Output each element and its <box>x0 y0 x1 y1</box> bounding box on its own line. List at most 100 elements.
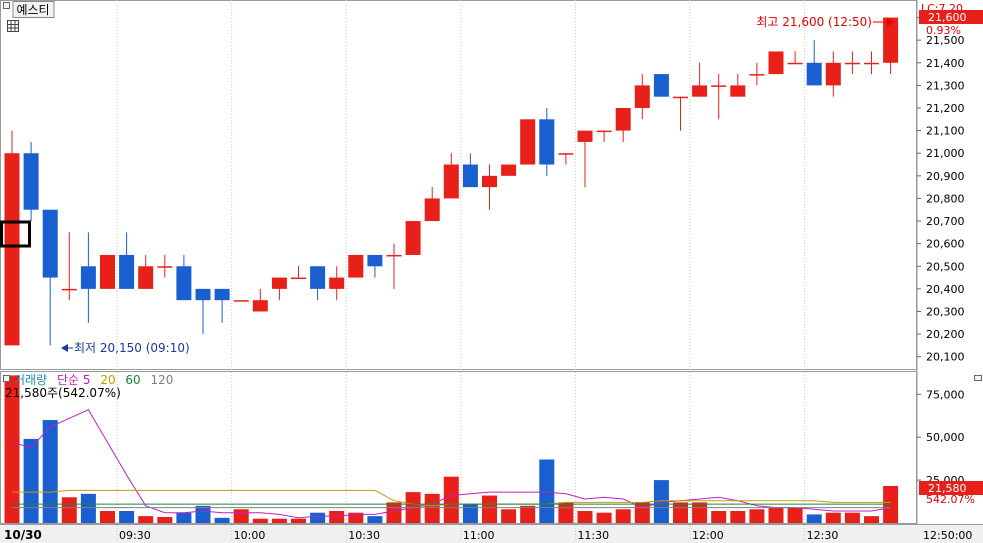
high-marker-label: 최고 21,600 (12:50) <box>756 15 872 29</box>
high-arrow-icon <box>887 18 894 26</box>
candle-body <box>864 62 879 65</box>
volume-bar <box>4 375 20 523</box>
volume-bar <box>673 502 688 523</box>
price-tick-label: 20,700 <box>926 215 965 228</box>
candle-body <box>577 130 593 142</box>
symbol-label-box[interactable] <box>12 1 55 18</box>
volume-pane-close-icon[interactable] <box>974 375 982 381</box>
symbol-name: 예스티 <box>16 3 49 17</box>
candle-body <box>329 277 345 289</box>
moving-average-lines <box>11 409 891 519</box>
volume-bar <box>462 504 478 523</box>
volume-bar <box>501 509 517 523</box>
time-tick-label: 10:00 <box>234 529 266 542</box>
candle-body <box>539 119 555 165</box>
price-tick-label: 20,500 <box>926 260 965 273</box>
candle-body <box>271 277 287 289</box>
candle-body <box>501 164 517 176</box>
candle-body <box>291 277 306 280</box>
volume-bar <box>80 493 96 523</box>
candle-body <box>23 153 39 210</box>
candle-body <box>615 108 631 131</box>
time-tick-label: 12:30 <box>807 529 839 542</box>
candle-body <box>825 62 841 86</box>
volume-bar <box>214 517 230 523</box>
candle-body <box>462 164 478 188</box>
time-tick-label: 11:30 <box>577 529 609 542</box>
pane-toggle-icon[interactable] <box>3 2 10 9</box>
candle-body <box>711 85 727 87</box>
volume-bar <box>539 459 555 523</box>
volume-bar <box>195 505 211 523</box>
volume-bar <box>424 493 440 523</box>
low-arrow-icon <box>61 344 68 352</box>
legend-ma120: 120 <box>151 373 174 387</box>
candle-body <box>367 254 383 267</box>
change-pct: 0.93% <box>926 24 961 37</box>
price-tick-label: 20,600 <box>926 238 965 251</box>
volume-bar <box>749 509 765 523</box>
settings-grid-icon[interactable] <box>7 20 19 32</box>
volume-value-box <box>919 481 983 495</box>
volume-bar <box>864 516 879 523</box>
volume-bar <box>348 512 364 523</box>
ma5-line <box>11 409 891 519</box>
volume-bar <box>23 438 39 523</box>
candle-body <box>61 288 77 291</box>
candle-body <box>424 198 440 222</box>
price-tick-label: 21,200 <box>926 102 965 115</box>
price-tick-label: 20,900 <box>926 170 965 183</box>
time-axis: 09:30 10:00 10:30 11:00 11:30 12:00 12:30 12:50… <box>119 529 972 542</box>
price-tick-label: 21,300 <box>926 79 965 92</box>
volume-box-pct: 542.07% <box>926 493 975 506</box>
volume-bar <box>482 495 497 523</box>
candle-body <box>100 254 115 289</box>
legend-ma5: 단순 5 <box>57 373 91 387</box>
time-tick-label: 12:50:00 <box>923 529 972 542</box>
time-tick-label: 10:30 <box>348 529 380 542</box>
candle-body <box>692 85 708 97</box>
volume-bar <box>615 509 631 523</box>
time-tick-label: 09:30 <box>119 529 151 542</box>
candle-body <box>348 254 364 278</box>
volume-bar <box>176 512 192 523</box>
volume-bar <box>310 512 326 523</box>
candle-body <box>119 254 135 289</box>
date-label: 10/30 <box>4 528 42 542</box>
current-price-box <box>919 10 983 24</box>
candle-body <box>806 62 822 86</box>
low-marker-label: 최저 20,150 (09:10) <box>74 341 190 355</box>
candle-body <box>157 266 173 268</box>
price-tick-label: 20,300 <box>926 305 965 318</box>
volume-pane-toggle-icon[interactable] <box>3 375 10 382</box>
price-tick-label: 21,000 <box>926 147 965 160</box>
volume-bar <box>653 480 669 523</box>
volume-bar <box>577 510 593 523</box>
candle-body <box>443 164 459 199</box>
candle-body <box>787 62 803 65</box>
candle-body <box>138 266 154 289</box>
candle-body <box>176 266 192 301</box>
volume-bar <box>520 505 536 523</box>
candle-body <box>844 62 860 65</box>
volume-bar <box>844 512 860 523</box>
selection-box[interactable] <box>0 220 31 248</box>
candle-body <box>730 85 746 97</box>
candle-body <box>749 74 765 76</box>
candle-body <box>386 254 402 257</box>
candle-body <box>883 17 899 63</box>
legend-volume: 거래량 <box>14 373 47 387</box>
volume-bar <box>825 512 841 523</box>
volume-bar <box>596 512 612 523</box>
volume-bar <box>692 502 708 523</box>
price-y-axis: 20,100 20,200 20,300 20,400 20,500 20,600 20,7… <box>917 12 965 364</box>
volume-bars <box>4 375 899 523</box>
volume-legend: 거래량 단순 5 20 60 120 <box>14 373 173 387</box>
candle-body <box>195 288 211 301</box>
volume-bar <box>61 497 77 523</box>
volume-box-value: 21,580 <box>928 482 967 495</box>
price-tick-label: 20,400 <box>926 283 965 296</box>
volume-current-text: 21,580주(542.07%) <box>5 386 121 400</box>
